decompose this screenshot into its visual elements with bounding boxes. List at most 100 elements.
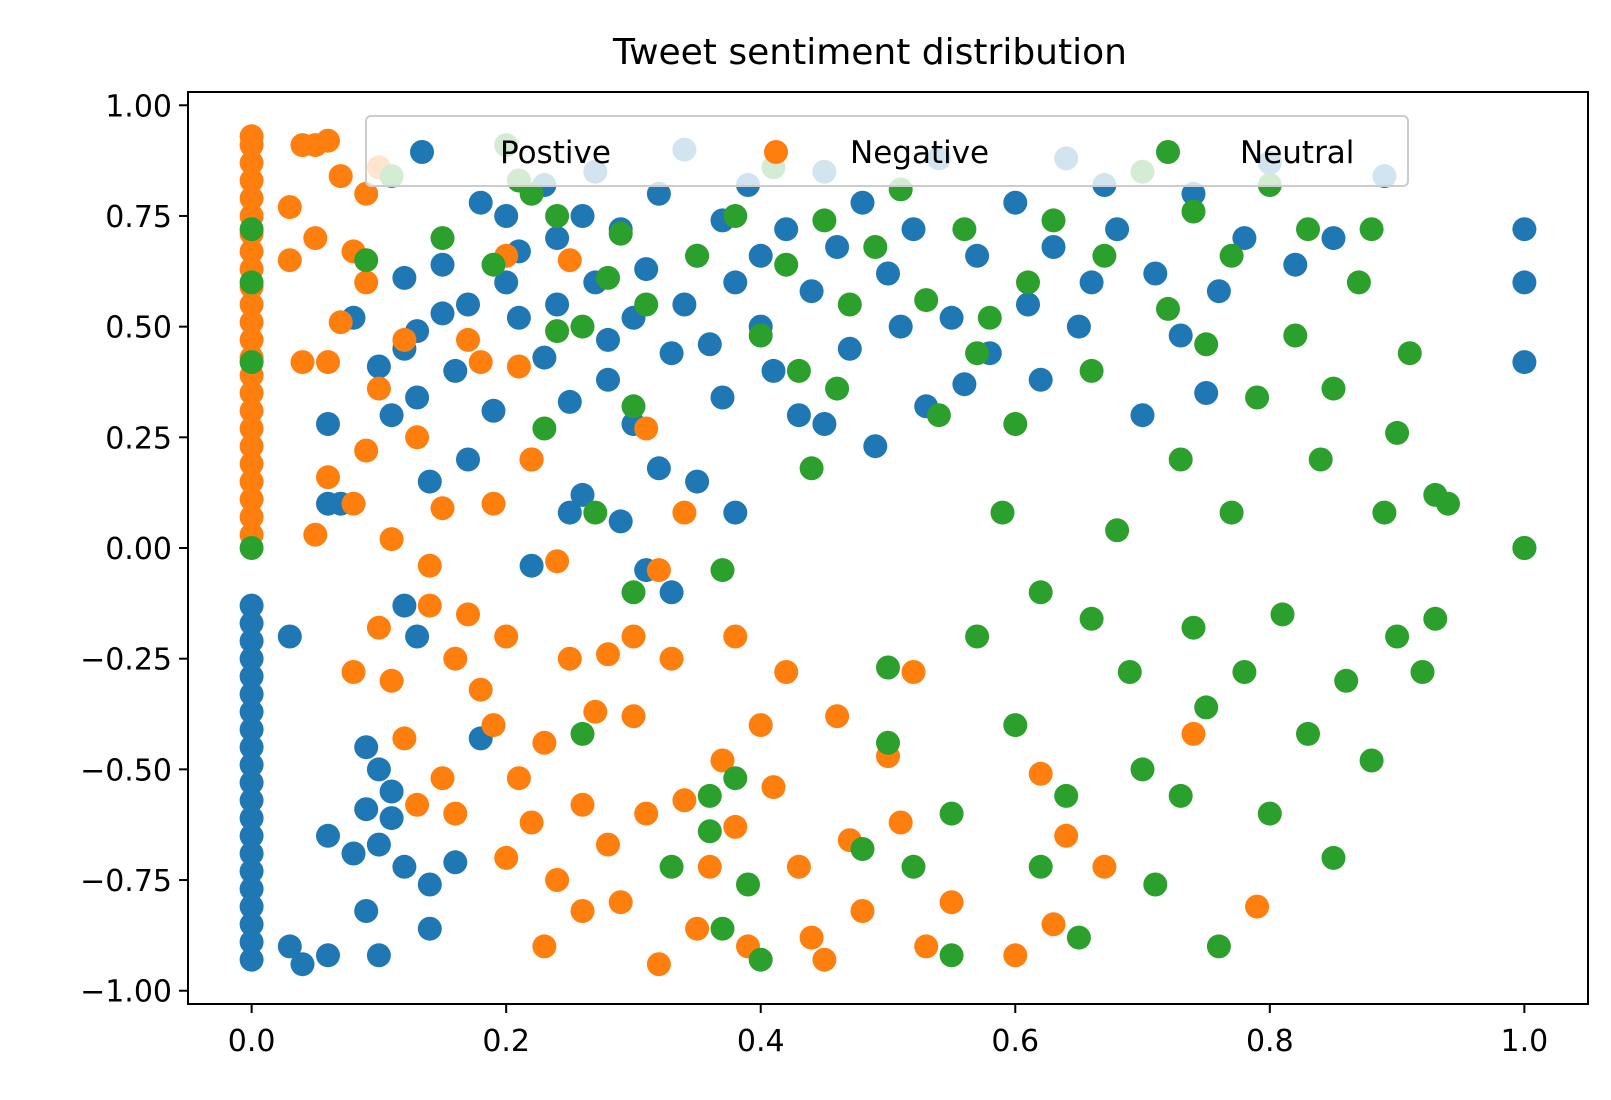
point-postive-126 bbox=[1041, 235, 1066, 259]
point-neutral-37 bbox=[799, 456, 824, 481]
point-postive-115 bbox=[888, 314, 913, 339]
point-postive-2 bbox=[239, 629, 264, 653]
point-postive-51 bbox=[405, 385, 430, 410]
y-tick-label-6: 0.50 bbox=[105, 311, 172, 346]
point-postive-96 bbox=[697, 332, 722, 357]
point-neutral-65 bbox=[1117, 660, 1142, 684]
point-negative-46 bbox=[379, 527, 404, 552]
y-tick-label-1: −0.75 bbox=[80, 864, 172, 899]
point-negative-66 bbox=[506, 354, 531, 379]
point-neutral-73 bbox=[1194, 332, 1219, 357]
point-negative-19 bbox=[239, 186, 264, 211]
point-neutral-80 bbox=[1257, 801, 1282, 826]
point-negative-12 bbox=[239, 310, 264, 335]
point-postive-35 bbox=[354, 899, 379, 923]
point-postive-10 bbox=[239, 770, 264, 795]
point-negative-72 bbox=[545, 549, 570, 574]
point-negative-30 bbox=[303, 522, 328, 547]
point-neutral-25 bbox=[697, 783, 722, 808]
point-neutral-61 bbox=[1079, 358, 1104, 383]
point-postive-89 bbox=[646, 456, 671, 481]
point-postive-28 bbox=[316, 943, 340, 968]
point-neutral-62 bbox=[1079, 606, 1104, 631]
point-postive-55 bbox=[430, 301, 455, 326]
point-negative-91 bbox=[685, 916, 710, 941]
point-neutral-64 bbox=[1105, 518, 1130, 543]
point-postive-135 bbox=[1181, 181, 1206, 206]
point-neutral-19 bbox=[608, 221, 633, 246]
point-postive-20 bbox=[239, 947, 264, 972]
point-negative-20 bbox=[239, 168, 264, 193]
point-negative-50 bbox=[405, 425, 430, 450]
point-postive-100 bbox=[723, 270, 748, 295]
point-negative-82 bbox=[621, 624, 646, 649]
point-negative-35 bbox=[328, 310, 353, 335]
point-negative-13 bbox=[239, 292, 264, 317]
point-postive-124 bbox=[1016, 292, 1040, 317]
point-negative-110 bbox=[939, 890, 964, 915]
point-negative-27 bbox=[290, 350, 315, 375]
point-postive-75 bbox=[557, 500, 582, 525]
point-neutral-91 bbox=[1359, 748, 1384, 773]
y-tick-label-2: −0.50 bbox=[80, 753, 172, 788]
point-neutral-30 bbox=[723, 766, 748, 791]
point-neutral-53 bbox=[990, 500, 1015, 525]
x-axis: 0.0 0.2 0.4 0.6 0.8 1.0 bbox=[228, 1004, 1548, 1059]
point-neutral-86 bbox=[1308, 447, 1333, 472]
point-neutral-42 bbox=[863, 235, 888, 259]
point-neutral-44 bbox=[876, 730, 900, 755]
point-postive-71 bbox=[532, 345, 557, 370]
point-negative-44 bbox=[366, 376, 391, 401]
point-negative-81 bbox=[608, 890, 633, 915]
point-postive-112 bbox=[850, 190, 875, 215]
point-negative-71 bbox=[532, 730, 557, 755]
point-negative-80 bbox=[596, 832, 620, 857]
point-postive-54 bbox=[417, 469, 442, 494]
point-negative-92 bbox=[697, 854, 722, 879]
point-negative-109 bbox=[914, 934, 939, 959]
point-postive-114 bbox=[876, 261, 900, 286]
point-neutral-85 bbox=[1296, 217, 1320, 242]
point-negative-76 bbox=[570, 792, 595, 817]
point-postive-47 bbox=[392, 265, 417, 290]
point-postive-42 bbox=[379, 403, 404, 428]
y-tick-label-0: −1.00 bbox=[80, 975, 172, 1010]
point-postive-39 bbox=[366, 943, 391, 968]
point-postive-1 bbox=[239, 611, 264, 636]
point-negative-6 bbox=[239, 416, 264, 441]
point-neutral-36 bbox=[786, 358, 811, 383]
point-postive-17 bbox=[239, 894, 264, 919]
point-postive-69 bbox=[519, 553, 544, 578]
point-postive-141 bbox=[1321, 226, 1346, 251]
point-negative-59 bbox=[468, 677, 493, 702]
point-neutral-92 bbox=[1372, 500, 1397, 525]
point-postive-5 bbox=[239, 682, 264, 707]
point-neutral-77 bbox=[1219, 243, 1244, 268]
legend-box bbox=[365, 115, 1409, 187]
point-negative-74 bbox=[557, 248, 582, 273]
point-postive-49 bbox=[405, 624, 430, 649]
point-neutral-72 bbox=[1181, 615, 1206, 640]
point-negative-85 bbox=[634, 416, 659, 441]
point-postive-29 bbox=[316, 823, 340, 848]
point-negative-87 bbox=[646, 952, 671, 977]
point-postive-56 bbox=[430, 252, 455, 277]
point-neutral-16 bbox=[570, 314, 595, 339]
point-neutral-59 bbox=[1054, 783, 1079, 808]
point-postive-13 bbox=[239, 823, 264, 848]
point-negative-41 bbox=[354, 438, 379, 463]
point-neutral-93 bbox=[1385, 420, 1410, 445]
point-neutral-71 bbox=[1181, 199, 1206, 224]
x-tick-label-0: 0.0 bbox=[228, 1024, 276, 1059]
point-postive-138 bbox=[1232, 226, 1257, 251]
point-neutral-31 bbox=[736, 872, 760, 897]
point-negative-89 bbox=[672, 788, 697, 813]
point-postive-7 bbox=[239, 717, 264, 742]
point-negative-78 bbox=[583, 699, 608, 724]
point-postive-74 bbox=[557, 389, 582, 414]
point-neutral-95 bbox=[1397, 341, 1422, 366]
point-neutral-12 bbox=[532, 416, 557, 441]
point-postive-91 bbox=[659, 580, 684, 605]
point-negative-8 bbox=[239, 381, 264, 405]
